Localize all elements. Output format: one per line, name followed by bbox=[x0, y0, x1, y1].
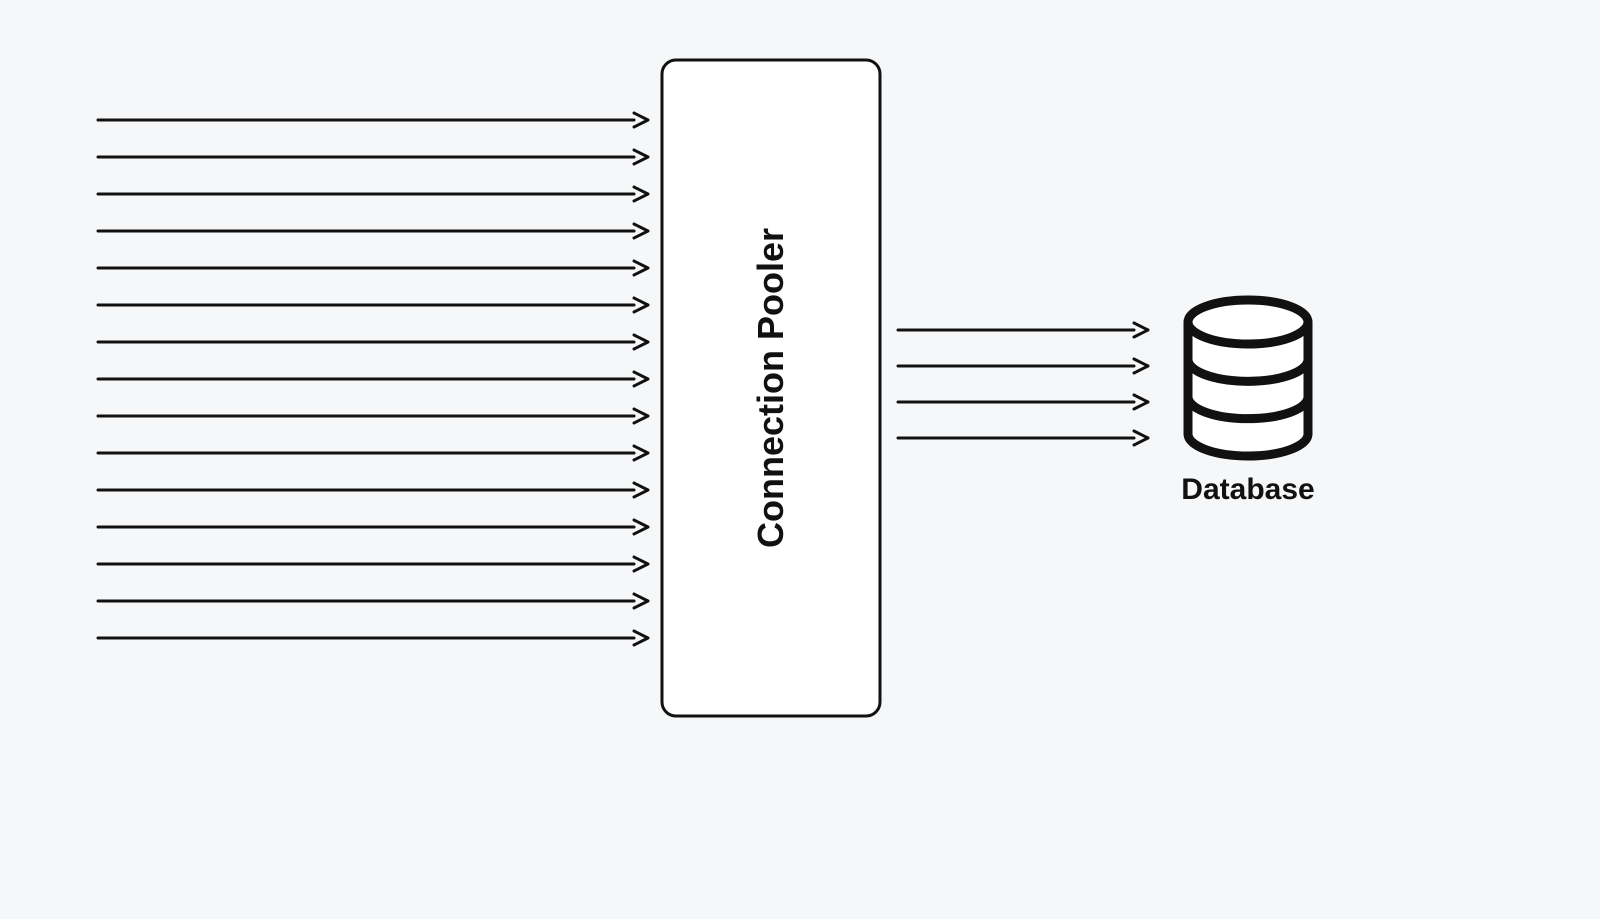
connection-pooler-box: Connection Pooler bbox=[662, 60, 880, 716]
incoming-arrow bbox=[98, 409, 648, 423]
incoming-arrow bbox=[98, 557, 648, 571]
database-icon bbox=[1188, 300, 1308, 456]
incoming-arrow bbox=[98, 520, 648, 534]
incoming-arrow bbox=[98, 261, 648, 275]
outgoing-arrow bbox=[898, 395, 1148, 409]
incoming-arrows bbox=[98, 113, 648, 645]
incoming-arrow bbox=[98, 372, 648, 386]
incoming-arrow bbox=[98, 446, 648, 460]
outgoing-arrow bbox=[898, 431, 1148, 445]
incoming-arrow bbox=[98, 631, 648, 645]
incoming-arrow bbox=[98, 298, 648, 312]
incoming-arrow bbox=[98, 113, 648, 127]
incoming-arrow bbox=[98, 150, 648, 164]
incoming-arrow bbox=[98, 594, 648, 608]
diagram-canvas: Connection Pooler Database bbox=[0, 0, 1600, 919]
incoming-arrow bbox=[98, 224, 648, 238]
outgoing-arrow bbox=[898, 323, 1148, 337]
incoming-arrow bbox=[98, 335, 648, 349]
incoming-arrow bbox=[98, 187, 648, 201]
outgoing-arrow bbox=[898, 359, 1148, 373]
incoming-arrow bbox=[98, 483, 648, 497]
outgoing-arrows bbox=[898, 323, 1148, 445]
connection-pooler-label: Connection Pooler bbox=[750, 228, 792, 548]
database-label: Database bbox=[1128, 473, 1368, 507]
